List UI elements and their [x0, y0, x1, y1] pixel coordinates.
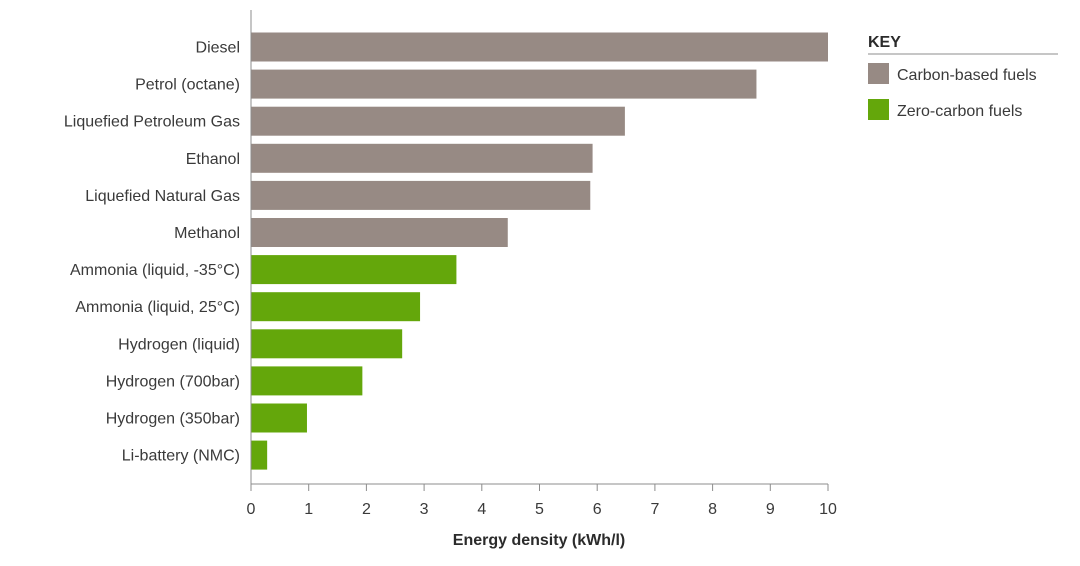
- category-label-hydrogen-700bar: Hydrogen (700bar): [106, 373, 240, 390]
- category-label-liquefied-petroleum-gas: Liquefied Petroleum Gas: [64, 114, 240, 131]
- category-label-ammonia-liquid-25-c: Ammonia (liquid, 25°C): [75, 299, 240, 316]
- x-tick-label-2: 2: [362, 501, 371, 518]
- x-tick-label-1: 1: [304, 501, 313, 518]
- legend-label-zero: Zero-carbon fuels: [897, 103, 1022, 120]
- legend-swatch-carbon: [868, 63, 889, 84]
- x-tick-label-5: 5: [535, 501, 544, 518]
- category-label-ammonia-liquid-35-c: Ammonia (liquid, -35°C): [70, 262, 240, 279]
- legend-swatch-zero: [868, 99, 889, 120]
- bar-hydrogen-700bar: [251, 366, 363, 396]
- bar-liquefied-natural-gas: [251, 180, 591, 210]
- category-label-hydrogen-liquid: Hydrogen (liquid): [118, 336, 240, 353]
- x-tick-label-9: 9: [766, 501, 775, 518]
- category-label-liquefied-natural-gas: Liquefied Natural Gas: [85, 188, 240, 205]
- bar-li-battery-nmc: [251, 440, 268, 470]
- bar-liquefied-petroleum-gas: [251, 106, 625, 136]
- bar-methanol: [251, 218, 508, 247]
- category-label-ethanol: Ethanol: [186, 151, 240, 168]
- x-tick-label-6: 6: [593, 501, 602, 518]
- category-label-hydrogen-350bar: Hydrogen (350bar): [106, 411, 240, 428]
- legend: KEY Carbon-based fuels Zero-carbon fuels: [868, 34, 1058, 120]
- bar-ammonia-liquid-35-c: [251, 255, 457, 285]
- bar-hydrogen-liquid: [251, 329, 403, 359]
- bar-diesel: [251, 32, 828, 62]
- legend-title: KEY: [868, 34, 901, 51]
- bar-hydrogen-350bar: [251, 403, 307, 433]
- legend-entries: Carbon-based fuels Zero-carbon fuels: [868, 63, 1037, 120]
- x-axis-ticks: 0 1 2 3 4 5 6 7 8 9 10: [247, 484, 837, 518]
- category-label-petrol-octane: Petrol (octane): [135, 77, 240, 94]
- x-tick-label-10: 10: [819, 501, 837, 518]
- legend-label-carbon: Carbon-based fuels: [897, 67, 1037, 84]
- x-axis-title: Energy density (kWh/l): [453, 532, 625, 549]
- bar-ethanol: [251, 143, 593, 173]
- x-tick-label-3: 3: [420, 501, 429, 518]
- bar-ammonia-liquid-25-c: [251, 292, 421, 322]
- x-tick-label-4: 4: [477, 501, 486, 518]
- category-label-diesel: Diesel: [196, 40, 240, 57]
- x-tick-label-8: 8: [708, 501, 717, 518]
- x-tick-label-7: 7: [650, 501, 659, 518]
- bar-petrol-octane: [251, 69, 757, 99]
- category-labels: Diesel Petrol (octane) Liquefied Petroleum…: [64, 40, 240, 465]
- category-label-methanol: Methanol: [174, 225, 240, 242]
- category-label-li-battery-nmc: Li-battery (NMC): [122, 448, 240, 465]
- x-tick-label-0: 0: [247, 501, 256, 518]
- bars-layer: [251, 32, 828, 470]
